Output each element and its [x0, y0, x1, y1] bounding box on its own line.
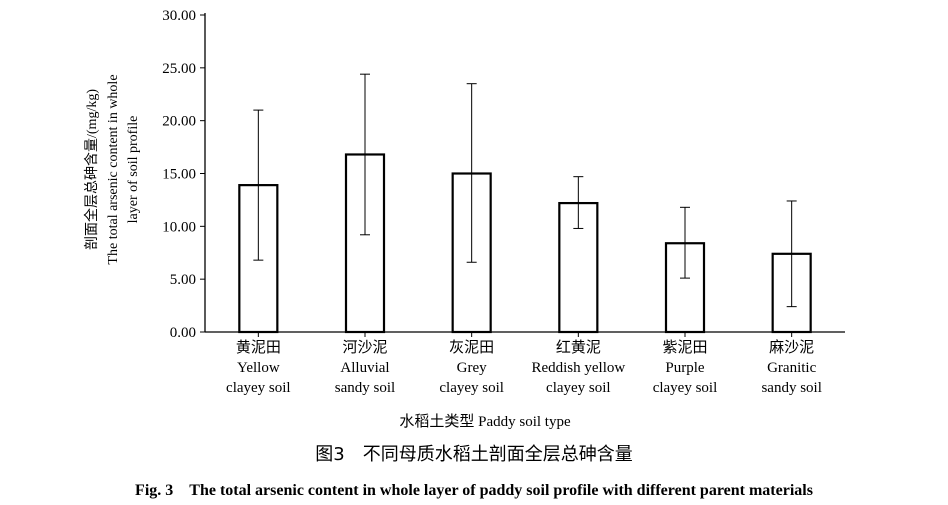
y-tick-label: 5.00	[170, 272, 196, 288]
x-tick-label: clayey soil	[653, 380, 718, 396]
x-tick-label: Alluvial	[340, 360, 389, 376]
x-tick-label: Granitic	[767, 360, 816, 376]
y-tick-label: 20.00	[162, 114, 196, 130]
x-tick-label: 灰泥田	[449, 339, 494, 356]
x-tick-label: clayey soil	[226, 380, 291, 396]
x-tick-label: 麻沙泥	[769, 339, 814, 356]
x-tick-label: Purple	[665, 360, 705, 376]
x-tick-label: 河沙泥	[342, 339, 387, 356]
x-tick-label: clayey soil	[439, 380, 504, 396]
y-tick-label: 15.00	[162, 167, 196, 183]
bar-chart: 0.00 5.00 10.00 15.00 20.00 25.00 30.00 剖面全层总砷含…	[83, 8, 845, 430]
y-tick-label: 30.00	[162, 8, 196, 24]
x-tick-label: Yellow	[237, 360, 280, 376]
y-axis-label-line: 剖面全层总砷含量/(mg/kg)	[83, 89, 100, 250]
y-tick-label: 10.00	[162, 219, 196, 235]
x-tick-label: clayey soil	[546, 380, 611, 396]
x-axis-label: 水稻土类型 Paddy soil type	[399, 413, 571, 430]
x-tick-label: sandy soil	[761, 380, 821, 396]
figure-caption-english: Fig. 3 The total arsenic content in whol…	[135, 482, 813, 499]
y-axis-label-line: The total arsenic content in whole	[106, 74, 121, 264]
x-tick-label: 红黄泥	[556, 339, 601, 356]
x-tick-label: 黄泥田	[236, 339, 281, 356]
y-tick-label: 25.00	[162, 61, 196, 77]
figure-caption-chinese: 图3 不同母质水稻土剖面全层总砷含量	[315, 444, 633, 465]
x-tick-label: Grey	[457, 360, 487, 376]
x-tick-label: sandy soil	[335, 380, 395, 396]
x-tick-label: 紫泥田	[662, 339, 707, 356]
y-tick-label: 0.00	[170, 325, 196, 341]
y-axis-label-line: layer of soil profile	[126, 116, 141, 224]
x-tick-label: Reddish yellow	[531, 360, 625, 376]
